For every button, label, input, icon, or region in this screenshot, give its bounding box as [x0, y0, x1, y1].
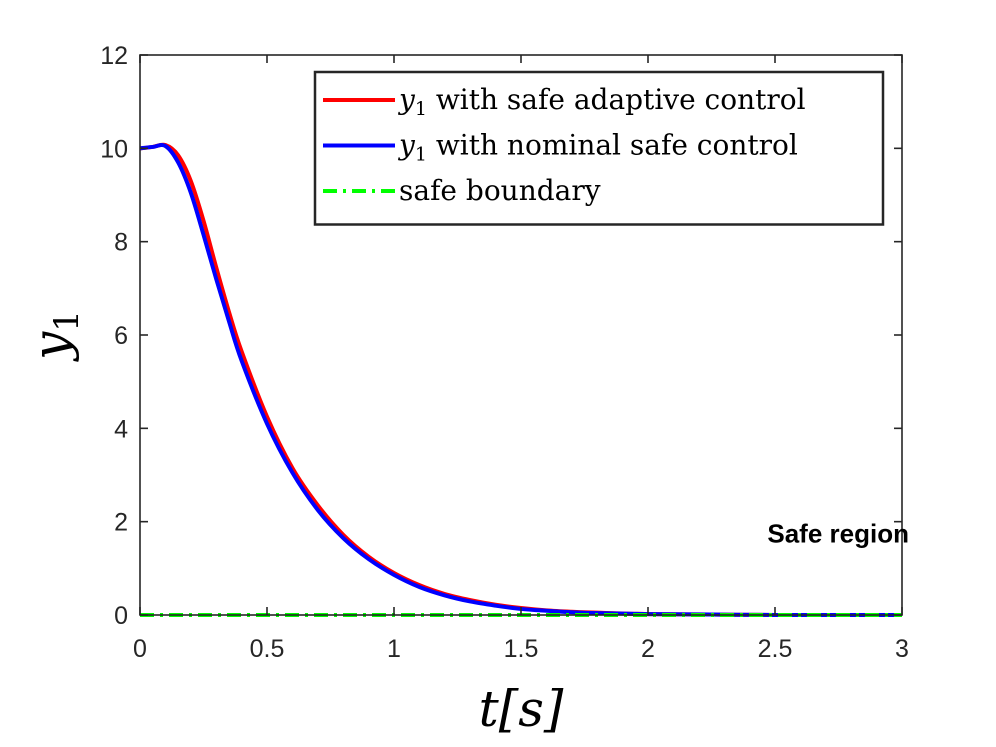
ticks-layer: 0 0.5 1 1.5 2 2.5 3 0 2 4 6 8 10 12 [100, 42, 909, 663]
y-axis-label: y1 [22, 310, 87, 362]
x-tick-label: 0 [133, 635, 147, 663]
x-tick-label: 3 [895, 635, 909, 663]
legend: y1 with safe adaptive control y1 with nom… [313, 70, 885, 226]
x-tick-label: 0.5 [250, 635, 285, 663]
x-tick-label: 2.5 [758, 635, 793, 663]
y-tick-label: 2 [114, 509, 128, 537]
x-tick-label: 1 [387, 635, 401, 663]
legend-label-y1-with-nominal-safe-control: y1 with nominal safe control [397, 129, 798, 166]
x-axis-label: t[s] [479, 680, 564, 738]
y-tick-label: 10 [100, 135, 128, 163]
legend-box [313, 70, 885, 226]
y-tick-label: 8 [114, 229, 128, 257]
annotation-layer: Safe region [767, 518, 909, 548]
y-tick-label: 4 [114, 415, 128, 443]
x-tick-label: 2 [641, 635, 655, 663]
x-tick-label: 1.5 [504, 635, 539, 663]
y-tick-label: 12 [100, 42, 128, 70]
axis-labels: t[s] y1 [22, 310, 564, 738]
annotation-safe-region: Safe region [767, 518, 909, 548]
legend-label-safe-boundary: safe boundary [399, 174, 601, 207]
legend-label-y1-with-safe-adaptive-control: y1 with safe adaptive control [397, 83, 806, 120]
y-tick-label: 0 [114, 602, 128, 630]
y-tick-label: 6 [114, 322, 128, 350]
